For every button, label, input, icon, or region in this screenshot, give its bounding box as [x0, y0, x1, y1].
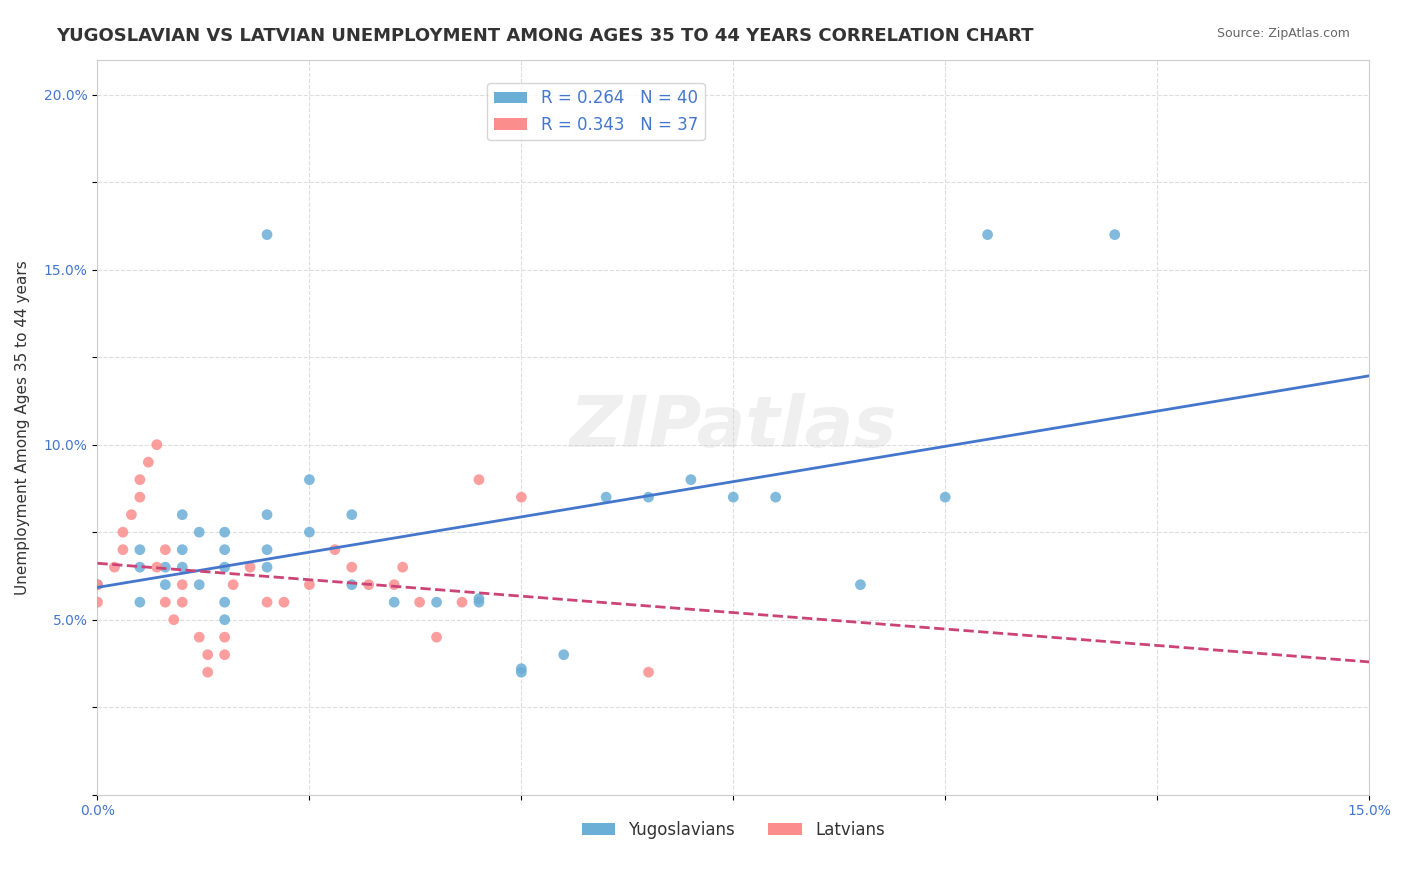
Point	[86, 577, 108, 591]
Point	[188, 630, 211, 644]
Point	[197, 648, 219, 662]
Point	[172, 508, 194, 522]
Point	[128, 542, 150, 557]
Point	[1104, 227, 1126, 242]
Point	[510, 490, 533, 504]
Point	[188, 577, 211, 591]
Point	[214, 542, 236, 557]
Point	[391, 560, 413, 574]
Point	[298, 577, 321, 591]
Point	[426, 595, 449, 609]
Point	[111, 542, 134, 557]
Point	[172, 560, 194, 574]
Legend: Yugoslavians, Latvians: Yugoslavians, Latvians	[575, 814, 891, 846]
Point	[340, 508, 363, 522]
Point	[128, 595, 150, 609]
Text: ZIPatlas: ZIPatlas	[569, 392, 897, 462]
Point	[214, 595, 236, 609]
Point	[111, 525, 134, 540]
Point	[849, 577, 872, 591]
Point	[256, 227, 278, 242]
Point	[468, 473, 491, 487]
Point	[86, 577, 108, 591]
Point	[197, 665, 219, 680]
Point	[426, 630, 449, 644]
Point	[256, 560, 278, 574]
Point	[553, 648, 575, 662]
Text: Source: ZipAtlas.com: Source: ZipAtlas.com	[1216, 27, 1350, 40]
Point	[382, 595, 405, 609]
Point	[468, 591, 491, 606]
Point	[468, 595, 491, 609]
Point	[637, 665, 659, 680]
Point	[172, 542, 194, 557]
Point	[298, 473, 321, 487]
Point	[357, 577, 380, 591]
Point	[146, 437, 169, 451]
Y-axis label: Unemployment Among Ages 35 to 44 years: Unemployment Among Ages 35 to 44 years	[15, 260, 30, 595]
Point	[273, 595, 295, 609]
Text: YUGOSLAVIAN VS LATVIAN UNEMPLOYMENT AMONG AGES 35 TO 44 YEARS CORRELATION CHART: YUGOSLAVIAN VS LATVIAN UNEMPLOYMENT AMON…	[56, 27, 1033, 45]
Point	[340, 560, 363, 574]
Point	[214, 630, 236, 644]
Point	[222, 577, 245, 591]
Point	[155, 560, 177, 574]
Point	[595, 490, 617, 504]
Point	[86, 595, 108, 609]
Point	[382, 577, 405, 591]
Point	[408, 595, 430, 609]
Point	[214, 613, 236, 627]
Point	[172, 595, 194, 609]
Point	[214, 525, 236, 540]
Point	[510, 665, 533, 680]
Point	[637, 490, 659, 504]
Point	[256, 595, 278, 609]
Point	[128, 490, 150, 504]
Point	[155, 577, 177, 591]
Point	[723, 490, 745, 504]
Point	[679, 473, 702, 487]
Point	[214, 648, 236, 662]
Point	[128, 473, 150, 487]
Point	[510, 662, 533, 676]
Point	[256, 508, 278, 522]
Point	[323, 542, 346, 557]
Point	[451, 595, 474, 609]
Point	[128, 560, 150, 574]
Point	[155, 542, 177, 557]
Point	[340, 577, 363, 591]
Point	[172, 577, 194, 591]
Point	[239, 560, 262, 574]
Point	[976, 227, 998, 242]
Point	[934, 490, 956, 504]
Point	[146, 560, 169, 574]
Point	[214, 560, 236, 574]
Point	[155, 595, 177, 609]
Point	[256, 542, 278, 557]
Point	[138, 455, 160, 469]
Point	[765, 490, 787, 504]
Point	[120, 508, 142, 522]
Point	[188, 525, 211, 540]
Point	[298, 525, 321, 540]
Point	[163, 613, 186, 627]
Point	[103, 560, 125, 574]
